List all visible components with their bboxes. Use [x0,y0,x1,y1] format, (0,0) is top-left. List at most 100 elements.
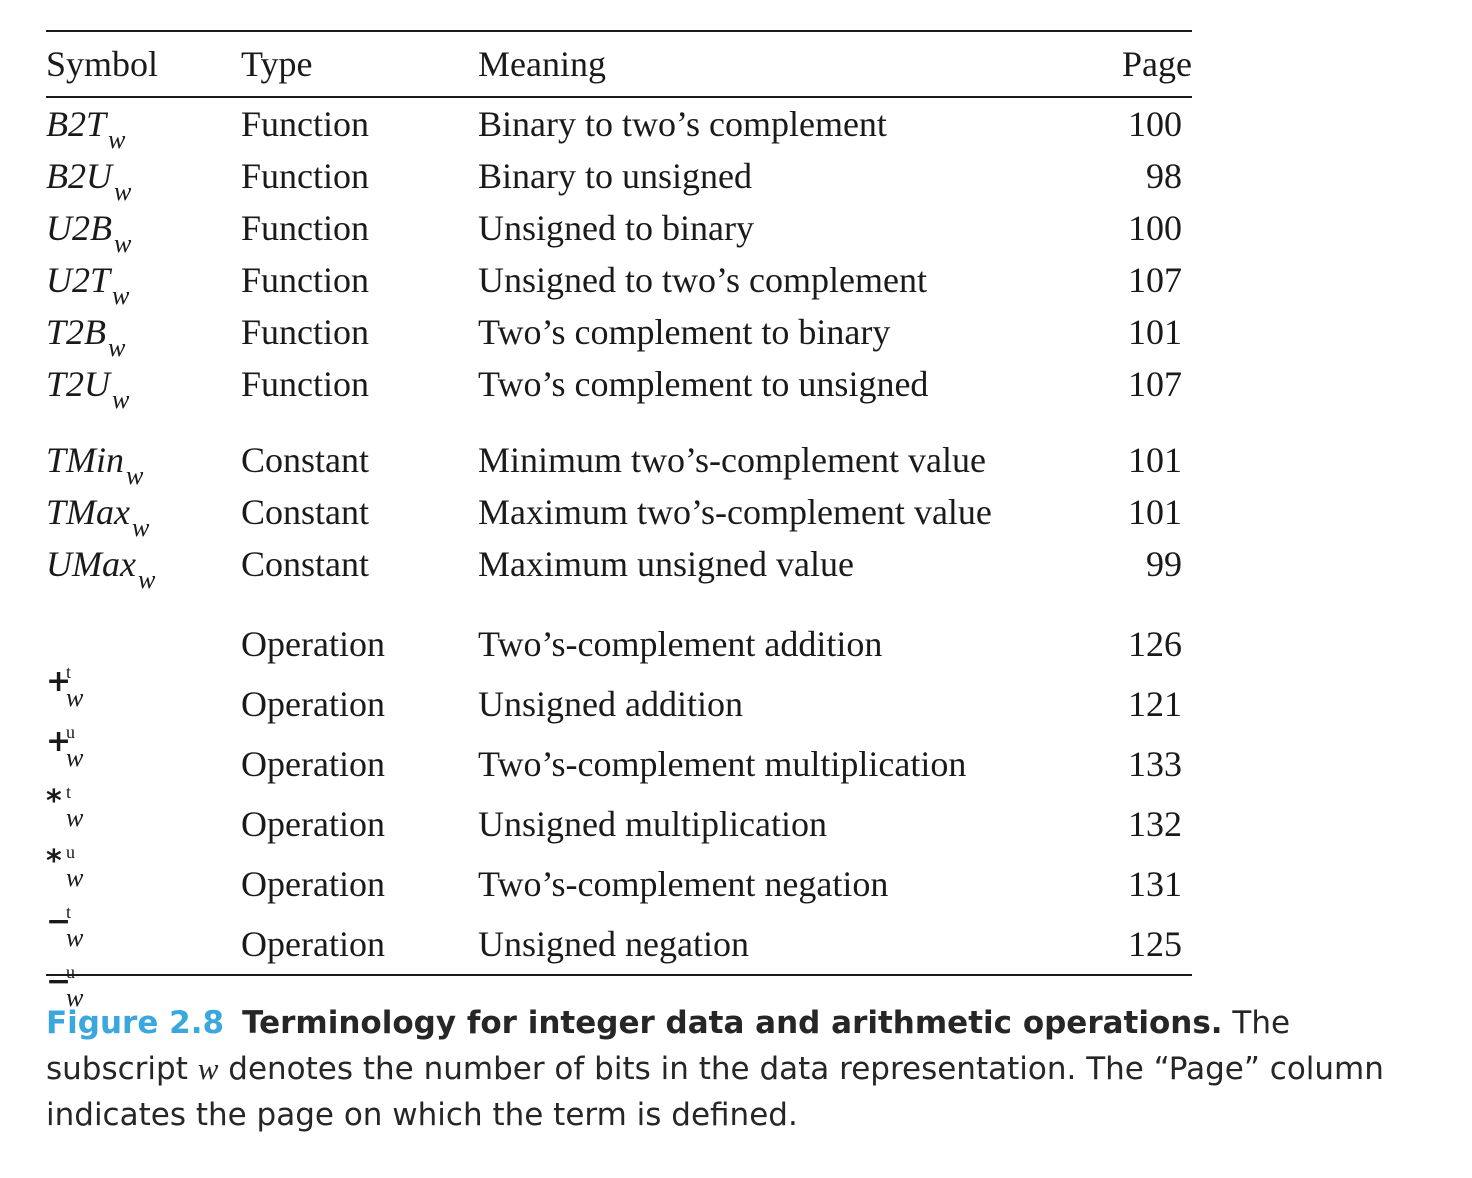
page-cell: 100 [1128,104,1182,144]
table-row: T2Uw Function Two’s complement to unsigned… [46,358,1192,414]
page-cell: 101 [1128,492,1182,532]
meaning-cell: Two’s-complement addition [478,624,883,664]
table-header-rule [46,96,1192,98]
symbol-cell: B2Tw [46,98,125,154]
meaning-cell: Binary to two’s complement [478,104,887,144]
table-row: T2Bw Function Two’s complement to binary 10… [46,306,1192,362]
meaning-cell: Two’s-complement negation [478,864,889,904]
table-body: B2Tw Function Binary to two’s complement 10… [46,98,1192,1012]
symbol-subscript: w [108,125,126,154]
symbol-cell: UMaxw [46,538,155,594]
meaning-cell: Two’s complement to unsigned [478,364,929,404]
header-meaning: Meaning [478,44,606,84]
page-cell: 101 [1128,440,1182,480]
symbol-cell: + t w [46,614,106,712]
table-row: + u w Operation Unsigned addition 121 [46,674,1192,772]
symbol-cell: U2Bw [46,202,131,258]
meaning-cell: Binary to unsigned [478,156,752,196]
meaning-cell: Unsigned multiplication [478,804,827,844]
table-row: TMinw Constant Minimum two’s-complement va… [46,434,1192,490]
table-row: B2Uw Function Binary to unsigned 98 [46,150,1192,206]
symbol-cell: * u w [46,794,106,892]
type-cell: Function [241,312,370,352]
operator-superscript: u [66,962,75,982]
meaning-cell: Unsigned to binary [478,208,754,248]
page-cell: 121 [1128,684,1182,724]
symbol-name: U2T [46,260,111,300]
symbol-subscript: w [137,565,156,594]
symbol-subscript: w [132,513,150,542]
symbol-subscript: w [126,461,144,490]
figure-title: Terminology for integer data and arithme… [242,1005,1223,1041]
symbol-subscript: w [114,229,132,258]
type-cell: Function [241,156,370,196]
symbol-subscript: w [112,281,130,310]
type-cell: Function [241,104,370,144]
symbol-cell: T2Bw [46,306,125,362]
type-cell: Operation [241,804,385,844]
operator-subscript: w [66,743,84,772]
symbol-subscript: w [112,385,130,414]
type-cell: Function [241,260,370,300]
type-cell: Constant [241,440,370,480]
table-row: U2Bw Function Unsigned to binary 100 [46,202,1192,258]
caption-subscript-w: w [197,1051,219,1086]
symbol-subscript: w [108,333,126,362]
symbol-subscript: w [114,177,132,206]
caption-text-1: The subscript [46,1005,1291,1087]
meaning-cell: Minimum two’s-complement value [478,440,986,480]
table-header-row: Symbol Type Meaning Page [46,32,1192,96]
operator-glyph: − [46,964,72,999]
symbol-name: T2U [46,364,111,404]
symbol-cell: + u w [46,674,106,772]
page-cell: 99 [1146,544,1182,584]
symbol-cell: U2Tw [46,254,129,310]
operator-superscript: t [66,662,72,682]
type-cell: Operation [241,744,385,784]
operator-glyph: + [46,664,72,699]
operator-glyph: * [46,784,62,819]
caption-text-2: denotes the number of bits in the data r… [46,1051,1384,1133]
header-page: Page [1122,44,1192,84]
symbol-name: TMin [46,440,125,480]
operator-glyph: − [46,904,72,939]
type-cell: Constant [241,544,370,584]
terminology-table: Symbol Type Meaning Page B2Tw Function Bin… [46,30,1192,1012]
table-row: U2Tw Function Unsigned to two’s complement… [46,254,1192,310]
table-row: − t w Operation Two’s-complement negation 131 [46,854,1192,952]
operator-subscript: w [66,683,84,712]
group-spacer [46,590,1192,614]
page-cell: 125 [1128,924,1182,964]
symbol-cell: * t w [46,734,106,832]
type-cell: Operation [241,684,385,724]
page-cell: 107 [1128,364,1182,404]
table-row: UMaxw Constant Maximum unsigned value 99 [46,538,1192,594]
table-row: * t w Operation Two’s-complement multiplicat… [46,734,1192,832]
operator-subscript: w [66,863,84,892]
figure-label: Figure 2.8 [46,1005,225,1041]
type-cell: Operation [241,624,385,664]
symbol-name: UMax [46,544,136,584]
operator-glyph: + [46,724,72,759]
meaning-cell: Two’s-complement multiplication [478,744,967,784]
type-cell: Constant [241,492,370,532]
meaning-cell: Unsigned negation [478,924,749,964]
operator-superscript: t [66,782,72,802]
table-row: + t w Operation Two’s-complement addition 126 [46,614,1192,712]
page-cell: 132 [1128,804,1182,844]
page-cell: 101 [1128,312,1182,352]
symbol-cell: TMinw [46,434,143,490]
symbol-name: B2U [46,156,112,196]
page-cell: 133 [1128,744,1182,784]
header-type: Type [241,44,313,84]
figure-caption: Figure 2.8 Terminology for integer data a… [46,1000,1436,1138]
meaning-cell: Unsigned to two’s complement [478,260,927,300]
table-row: TMaxw Constant Maximum two’s-complement va… [46,486,1192,542]
symbol-name: U2B [46,208,112,248]
type-cell: Operation [241,924,385,964]
symbol-cell: B2Uw [46,150,131,206]
symbol-name: TMax [46,492,130,532]
page-cell: 107 [1128,260,1182,300]
operator-superscript: u [66,722,75,742]
group-spacer [46,410,1192,434]
